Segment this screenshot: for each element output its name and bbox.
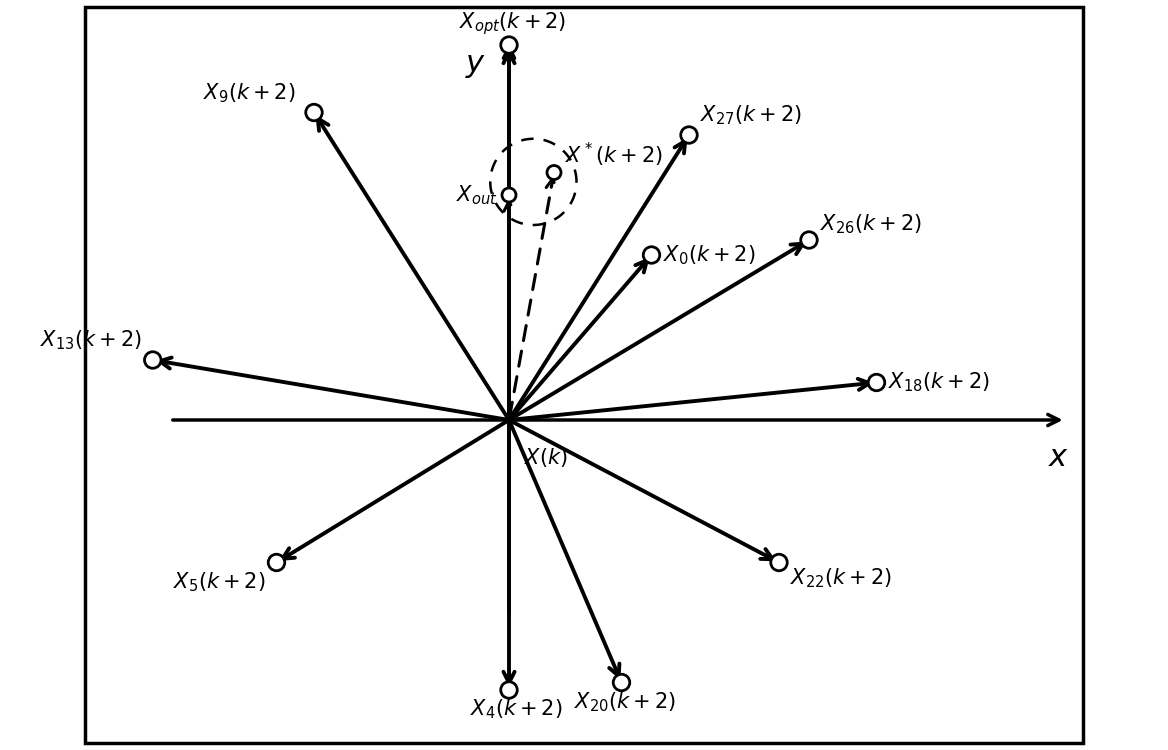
Circle shape (145, 352, 161, 368)
Text: $X_9(k+2)$: $X_9(k+2)$ (203, 82, 296, 105)
Text: $X_{opt}(k+2)$: $X_{opt}(k+2)$ (459, 10, 566, 38)
Circle shape (501, 682, 517, 698)
Text: $X_{18}(k+2)$: $X_{18}(k+2)$ (888, 370, 989, 394)
Text: $X_0(k+2)$: $X_0(k+2)$ (662, 243, 756, 267)
Circle shape (868, 374, 884, 391)
Circle shape (801, 232, 818, 248)
Circle shape (547, 166, 561, 179)
Text: $X_4(k+2)$: $X_4(k+2)$ (471, 698, 563, 721)
Text: $X_{13}(k+2)$: $X_{13}(k+2)$ (40, 329, 141, 352)
Text: $X_{27}(k+2)$: $X_{27}(k+2)$ (701, 104, 802, 128)
Circle shape (613, 674, 630, 691)
Text: $X_{out}$: $X_{out}$ (457, 183, 498, 207)
Text: $X_{22}(k+2)$: $X_{22}(k+2)$ (791, 566, 892, 590)
Circle shape (502, 188, 516, 202)
Text: $X_{20}(k+2)$: $X_{20}(k+2)$ (575, 690, 676, 713)
Text: $\mathit{x}$: $\mathit{x}$ (1049, 442, 1070, 473)
Circle shape (644, 247, 660, 263)
Text: $\mathit{y}$: $\mathit{y}$ (465, 49, 487, 80)
Circle shape (681, 127, 697, 143)
Circle shape (269, 554, 285, 571)
Text: $X_{26}(k+2)$: $X_{26}(k+2)$ (820, 213, 922, 236)
Circle shape (306, 104, 322, 121)
Circle shape (501, 37, 517, 53)
Circle shape (771, 554, 787, 571)
Text: $X^*(k+2)$: $X^*(k+2)$ (565, 140, 663, 169)
Text: $X_5(k+2)$: $X_5(k+2)$ (173, 570, 265, 593)
Text: $X(k)$: $X(k)$ (524, 446, 568, 470)
